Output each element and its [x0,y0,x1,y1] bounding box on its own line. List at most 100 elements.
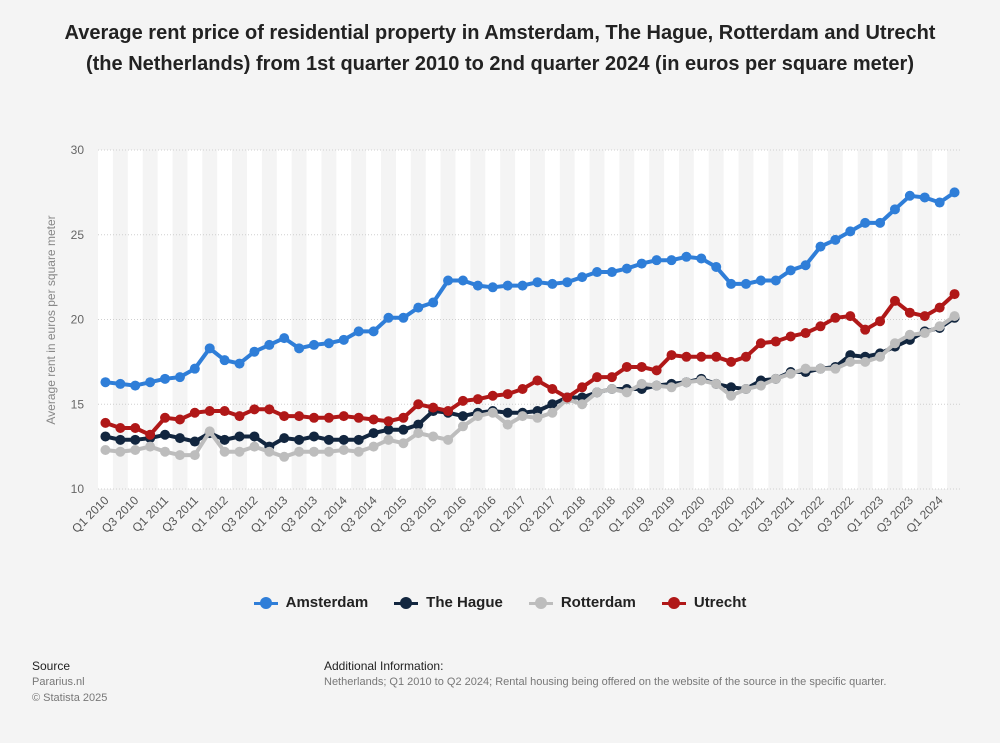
data-point[interactable] [860,217,871,228]
data-point[interactable] [889,204,900,215]
data-point[interactable] [726,356,737,367]
data-point[interactable] [577,399,588,410]
data-point[interactable] [949,187,960,198]
data-point[interactable] [249,441,260,452]
data-point[interactable] [398,312,409,323]
data-point[interactable] [755,338,766,349]
data-point[interactable] [770,336,781,347]
data-point[interactable] [219,406,230,417]
data-point[interactable] [130,434,141,445]
data-point[interactable] [443,275,454,286]
data-point[interactable] [145,429,156,440]
data-point[interactable] [755,275,766,286]
data-point[interactable] [487,407,498,418]
data-point[interactable] [323,338,334,349]
data-point[interactable] [651,380,662,391]
data-point[interactable] [636,258,647,269]
data-point[interactable] [472,411,483,422]
data-point[interactable] [368,326,379,337]
data-point[interactable] [889,295,900,306]
data-point[interactable] [800,328,811,339]
data-point[interactable] [204,406,215,417]
data-point[interactable] [309,412,319,423]
data-point[interactable] [845,226,856,237]
data-point[interactable] [115,434,126,445]
data-point[interactable] [368,414,379,425]
data-point[interactable] [145,441,156,452]
data-point[interactable] [279,333,290,344]
data-point[interactable] [919,192,930,203]
data-point[interactable] [577,382,588,393]
data-point[interactable] [606,372,617,383]
data-point[interactable] [353,326,364,337]
data-point[interactable] [264,446,275,457]
data-point[interactable] [189,436,200,447]
data-point[interactable] [457,421,468,432]
data-point[interactable] [919,311,930,322]
data-point[interactable] [174,433,185,444]
data-point[interactable] [219,355,230,366]
data-point[interactable] [949,289,960,300]
data-point[interactable] [517,411,528,422]
data-point[interactable] [309,339,319,350]
data-point[interactable] [934,197,945,208]
data-point[interactable] [249,431,260,442]
data-point[interactable] [487,282,498,293]
data-point[interactable] [130,445,141,456]
data-point[interactable] [696,375,707,386]
data-point[interactable] [517,383,528,394]
data-point[interactable] [621,387,632,398]
data-point[interactable] [875,316,886,327]
data-point[interactable] [383,416,394,427]
data-point[interactable] [741,278,751,289]
data-point[interactable] [696,351,707,362]
data-point[interactable] [249,346,260,357]
data-point[interactable] [115,422,126,433]
data-point[interactable] [800,363,811,374]
data-point[interactable] [532,412,543,423]
data-point[interactable] [636,378,647,389]
data-point[interactable] [547,399,558,410]
data-point[interactable] [770,275,781,286]
data-point[interactable] [592,387,603,398]
data-point[interactable] [651,255,662,266]
data-point[interactable] [621,361,632,372]
data-point[interactable] [681,351,692,362]
data-point[interactable] [934,302,945,313]
data-point[interactable] [294,446,305,457]
data-point[interactable] [919,328,930,339]
data-point[interactable] [368,428,379,439]
data-point[interactable] [294,343,305,354]
data-point[interactable] [100,377,111,388]
data-point[interactable] [741,351,751,362]
data-point[interactable] [800,260,811,271]
data-point[interactable] [711,351,722,362]
data-point[interactable] [785,331,796,342]
data-point[interactable] [696,253,707,264]
data-point[interactable] [353,446,364,457]
data-point[interactable] [472,280,483,291]
data-point[interactable] [547,278,558,289]
data-point[interactable] [338,445,349,456]
data-point[interactable] [606,383,617,394]
data-point[interactable] [726,382,737,393]
data-point[interactable] [294,411,305,422]
legend-item-amsterdam[interactable]: Amsterdam [253,594,368,611]
data-point[interactable] [502,407,513,418]
data-point[interactable] [592,372,603,383]
data-point[interactable] [666,382,677,393]
data-point[interactable] [204,343,215,354]
data-point[interactable] [130,422,141,433]
data-point[interactable] [443,406,454,417]
data-point[interactable] [457,275,468,286]
data-point[interactable] [726,390,737,401]
data-point[interactable] [904,329,915,340]
data-point[interactable] [830,234,841,245]
legend-item-rotterdam[interactable]: Rotterdam [528,594,636,611]
data-point[interactable] [949,311,960,322]
data-point[interactable] [413,302,424,313]
data-point[interactable] [204,426,215,437]
data-point[interactable] [815,363,826,374]
data-point[interactable] [711,378,722,389]
data-point[interactable] [830,363,841,374]
